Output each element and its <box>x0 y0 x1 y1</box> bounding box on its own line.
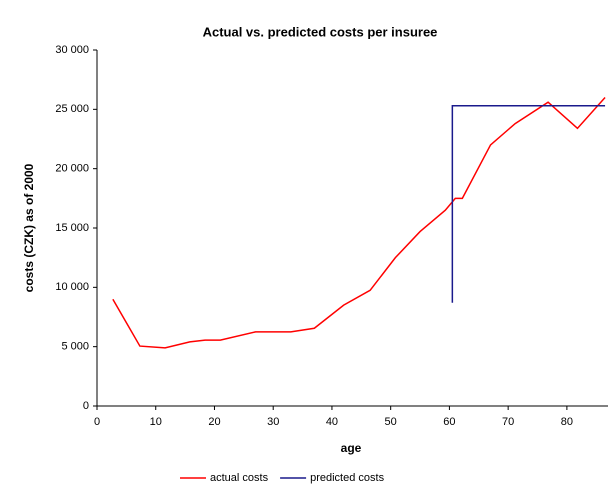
y-tick-label: 20 000 <box>55 163 89 175</box>
x-tick-label: 40 <box>326 416 338 428</box>
y-tick-label: 30 000 <box>55 44 89 56</box>
chart-title: Actual vs. predicted costs per insuree <box>203 24 438 39</box>
x-tick-label: 80 <box>561 416 573 428</box>
x-tick-label: 20 <box>208 416 220 428</box>
series-line <box>112 96 606 349</box>
legend-label: actual costs <box>210 472 269 484</box>
y-tick-label: 0 <box>83 400 89 412</box>
x-tick-label: 60 <box>443 416 455 428</box>
y-tick-label: 25 000 <box>55 103 89 115</box>
y-axis-label: costs (CZK) as of 2000 <box>22 163 36 292</box>
series-line <box>451 105 606 303</box>
y-tick-label: 15 000 <box>55 222 89 234</box>
x-tick-label: 0 <box>94 416 100 428</box>
x-tick-label: 70 <box>502 416 514 428</box>
x-axis-label: age <box>341 441 362 455</box>
x-tick-label: 30 <box>267 416 279 428</box>
legend-label: predicted costs <box>310 472 384 484</box>
x-tick-label: 10 <box>150 416 162 428</box>
y-tick-label: 5 000 <box>61 341 89 353</box>
x-tick-label: 50 <box>385 416 397 428</box>
y-tick-label: 10 000 <box>55 281 89 293</box>
